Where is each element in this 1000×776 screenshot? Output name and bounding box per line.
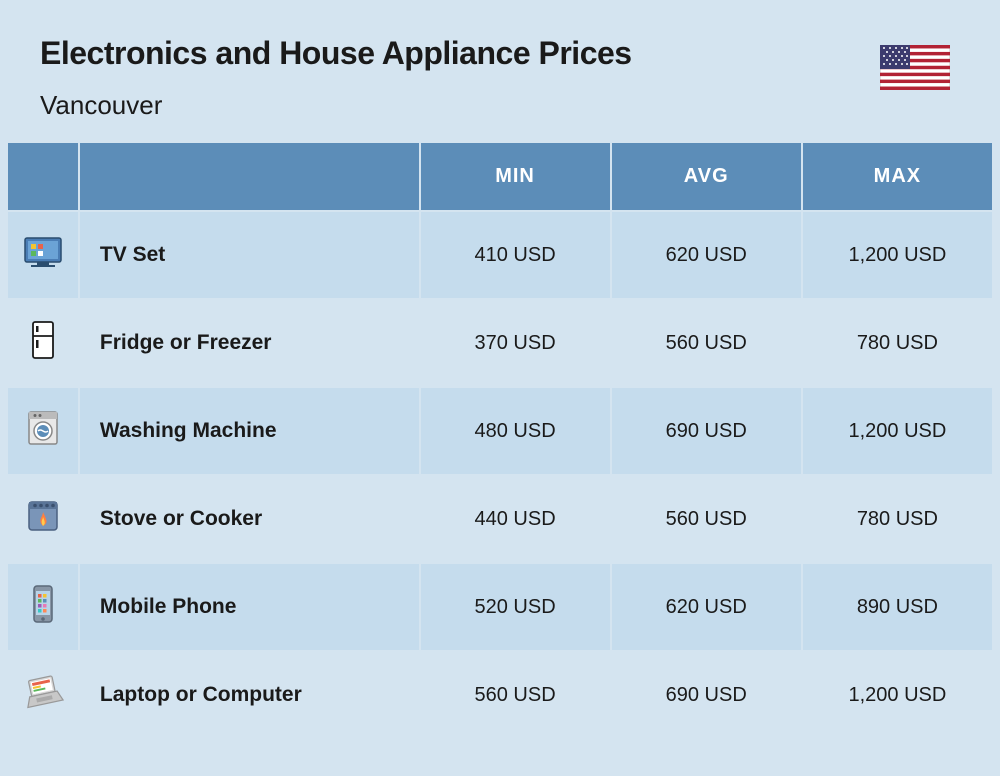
us-flag-icon	[880, 45, 950, 90]
avg-value: 690 USD	[612, 388, 801, 474]
item-name: Fridge or Freezer	[80, 300, 419, 386]
min-value: 480 USD	[421, 388, 610, 474]
min-value: 560 USD	[421, 652, 610, 738]
min-value: 520 USD	[421, 564, 610, 650]
avg-value: 620 USD	[612, 212, 801, 298]
min-value: 440 USD	[421, 476, 610, 562]
avg-value: 620 USD	[612, 564, 801, 650]
item-name: Washing Machine	[80, 388, 419, 474]
price-table: MIN AVG MAX	[0, 141, 1000, 740]
max-value: 1,200 USD	[803, 212, 992, 298]
table-row: TV Set 410 USD 620 USD 1,200 USD	[8, 212, 992, 298]
item-name: Laptop or Computer	[80, 652, 419, 738]
avg-value: 560 USD	[612, 476, 801, 562]
table-row: Mobile Phone 520 USD 620 USD 890 USD	[8, 564, 992, 650]
item-name: Mobile Phone	[80, 564, 419, 650]
max-value: 1,200 USD	[803, 388, 992, 474]
table-row: Washing Machine 480 USD 690 USD 1,200 US…	[8, 388, 992, 474]
max-value: 780 USD	[803, 476, 992, 562]
table-row: Laptop or Computer 560 USD 690 USD 1,200…	[8, 652, 992, 738]
max-value: 780 USD	[803, 300, 992, 386]
stove-icon	[8, 476, 78, 562]
min-value: 410 USD	[421, 212, 610, 298]
page-title: Electronics and House Appliance Prices	[40, 35, 960, 72]
avg-value: 560 USD	[612, 300, 801, 386]
page-container: Electronics and House Appliance Prices V…	[0, 0, 1000, 776]
min-value: 370 USD	[421, 300, 610, 386]
avg-value: 690 USD	[612, 652, 801, 738]
header-max: MAX	[803, 143, 992, 210]
laptop-icon	[8, 652, 78, 738]
page-subtitle: Vancouver	[40, 90, 960, 121]
item-name: Stove or Cooker	[80, 476, 419, 562]
max-value: 1,200 USD	[803, 652, 992, 738]
header-name-col	[80, 143, 419, 210]
item-name: TV Set	[80, 212, 419, 298]
max-value: 890 USD	[803, 564, 992, 650]
page-header: Electronics and House Appliance Prices V…	[0, 0, 1000, 141]
table-row: Stove or Cooker 440 USD 560 USD 780 USD	[8, 476, 992, 562]
header-icon-col	[8, 143, 78, 210]
header-avg: AVG	[612, 143, 801, 210]
tv-icon	[8, 212, 78, 298]
header-min: MIN	[421, 143, 610, 210]
fridge-icon	[8, 300, 78, 386]
mobile-phone-icon	[8, 564, 78, 650]
table-header-row: MIN AVG MAX	[8, 143, 992, 210]
washing-machine-icon	[8, 388, 78, 474]
table-row: Fridge or Freezer 370 USD 560 USD 780 US…	[8, 300, 992, 386]
